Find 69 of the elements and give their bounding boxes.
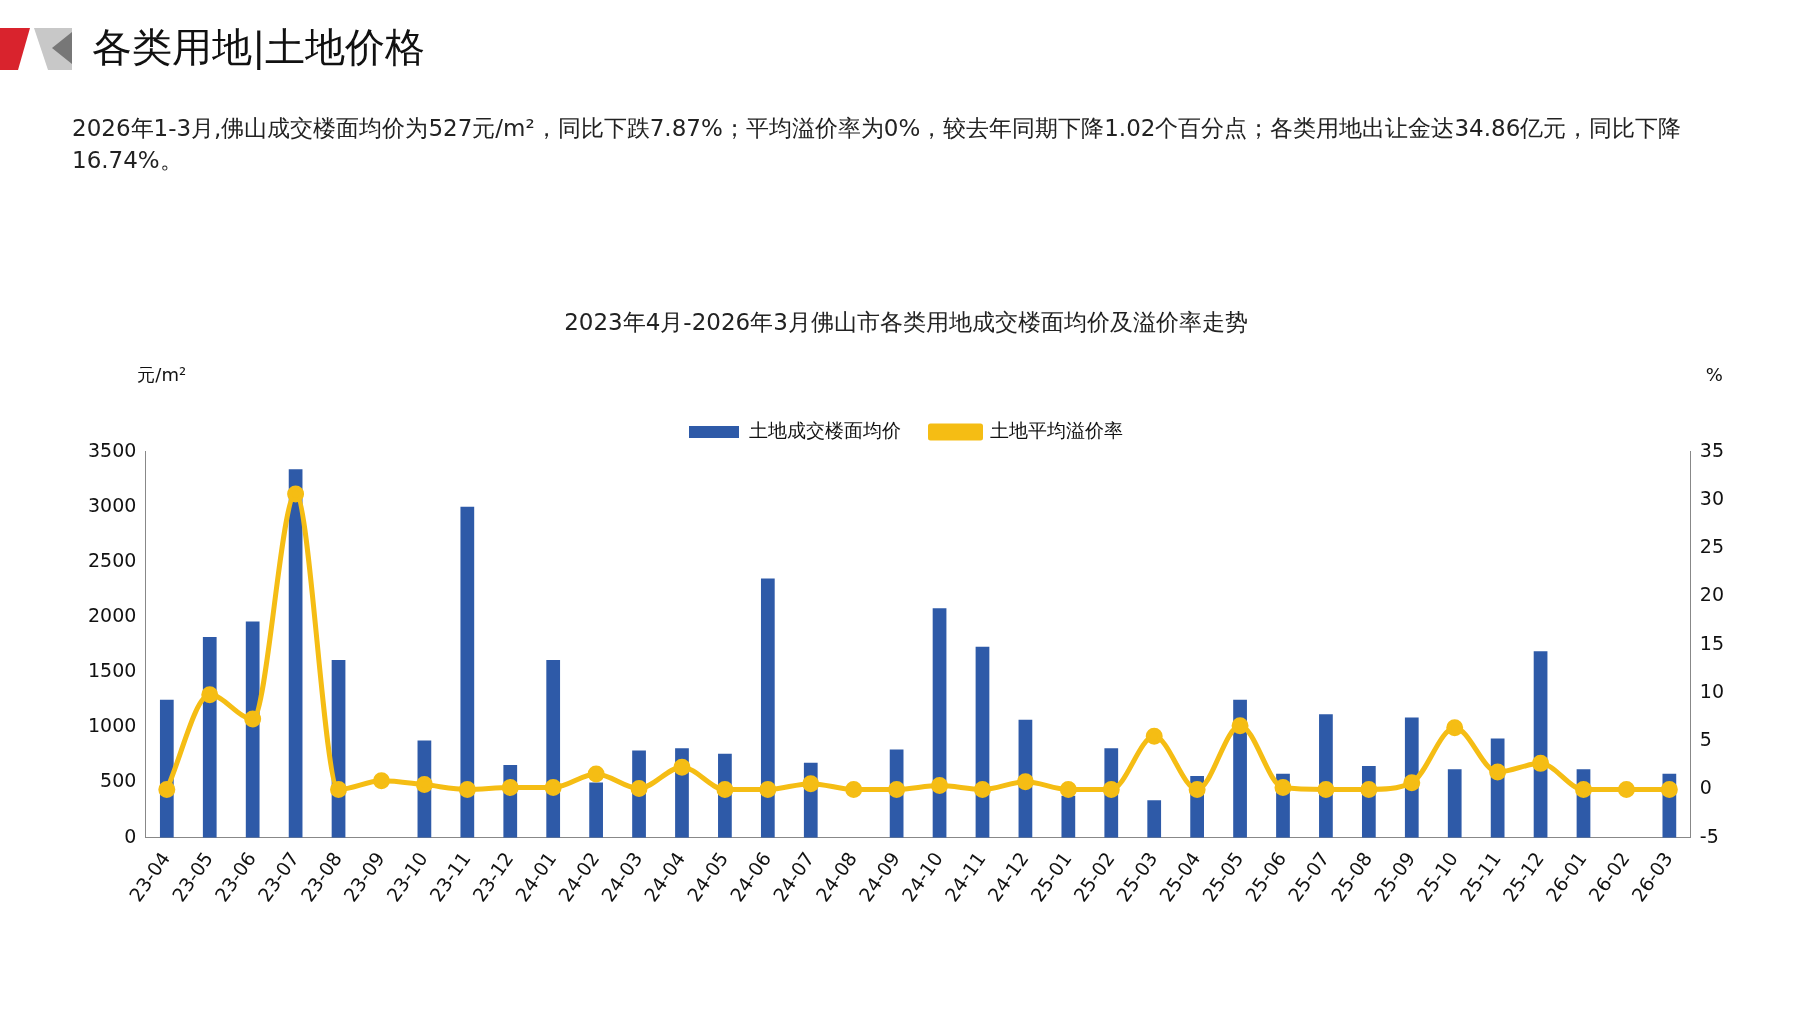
point bbox=[1102, 780, 1120, 798]
bar bbox=[589, 782, 603, 838]
point bbox=[888, 780, 906, 798]
point bbox=[1403, 774, 1421, 792]
y-tick-label: 3500 bbox=[87, 438, 137, 461]
point bbox=[973, 780, 991, 798]
point bbox=[1489, 763, 1507, 781]
point bbox=[1317, 780, 1335, 798]
point bbox=[415, 776, 433, 794]
bar bbox=[202, 636, 217, 838]
point bbox=[1059, 780, 1077, 798]
point bbox=[158, 780, 176, 798]
y-axis-title: 元/m² bbox=[137, 363, 187, 385]
point bbox=[630, 779, 648, 797]
y2-tick-label: 30 bbox=[1699, 486, 1725, 509]
point bbox=[1532, 754, 1550, 772]
text: 各类用地|土地价格 bbox=[92, 23, 426, 72]
point bbox=[759, 780, 777, 798]
bar bbox=[245, 621, 260, 838]
point bbox=[244, 710, 262, 728]
point bbox=[802, 775, 820, 793]
y-tick-label: 1000 bbox=[87, 714, 137, 737]
point bbox=[1575, 780, 1592, 798]
bar bbox=[760, 578, 775, 838]
text: 2026年1-3月,佛山成交楼面均价为527元/m²，同比下跌7.87%；平均溢价率为0%，较去年同期下降1.02个百分点；各类用地出让金达34.86亿元，同比下降16.74%。 bbox=[72, 114, 1683, 175]
bar bbox=[1447, 769, 1462, 838]
y-tick-label: 2500 bbox=[87, 548, 137, 571]
point bbox=[931, 777, 949, 795]
y-tick-label: 500 bbox=[100, 769, 137, 792]
y2-tick-label: 15 bbox=[1699, 631, 1725, 654]
point bbox=[201, 686, 219, 704]
y2-axis-title: % bbox=[1705, 363, 1723, 385]
point bbox=[1231, 717, 1249, 735]
point bbox=[673, 758, 691, 776]
point bbox=[287, 485, 305, 503]
point bbox=[1188, 780, 1206, 798]
y2-tick-label: 0 bbox=[1699, 776, 1712, 799]
point bbox=[544, 779, 562, 797]
y-tick-label: 0 bbox=[124, 824, 137, 847]
point bbox=[1617, 780, 1635, 798]
y2-tick-label: 10 bbox=[1699, 679, 1725, 702]
bar bbox=[1061, 795, 1076, 838]
bar bbox=[1147, 800, 1162, 838]
bar bbox=[546, 660, 561, 838]
point bbox=[458, 780, 476, 798]
y2-tick-label: -5 bbox=[1699, 824, 1719, 847]
legend-label: 土地成交楼面均价 bbox=[748, 419, 901, 442]
chart-title: 2023年4月-2026年3月佛山市各类用地成交楼面均价及溢价率走势 bbox=[564, 308, 1248, 335]
y-tick-label: 1500 bbox=[87, 659, 137, 682]
point bbox=[1660, 780, 1678, 798]
point bbox=[587, 765, 605, 783]
point bbox=[1274, 779, 1292, 797]
legend-label: 土地平均溢价率 bbox=[990, 419, 1123, 442]
point bbox=[1446, 719, 1464, 737]
y2-tick-label: 35 bbox=[1699, 438, 1725, 461]
y-tick-label: 3000 bbox=[87, 493, 137, 516]
point bbox=[1360, 780, 1378, 798]
y-tick-label: 2000 bbox=[87, 604, 137, 627]
point bbox=[1016, 773, 1034, 791]
point bbox=[845, 780, 863, 798]
y2-tick-label: 5 bbox=[1699, 728, 1712, 751]
bar bbox=[460, 506, 475, 838]
y2-tick-label: 25 bbox=[1699, 535, 1725, 558]
point bbox=[716, 780, 734, 798]
y2-tick-label: 20 bbox=[1699, 583, 1725, 606]
point bbox=[501, 779, 519, 797]
point bbox=[372, 772, 390, 790]
point bbox=[330, 780, 348, 798]
point bbox=[1145, 727, 1163, 745]
